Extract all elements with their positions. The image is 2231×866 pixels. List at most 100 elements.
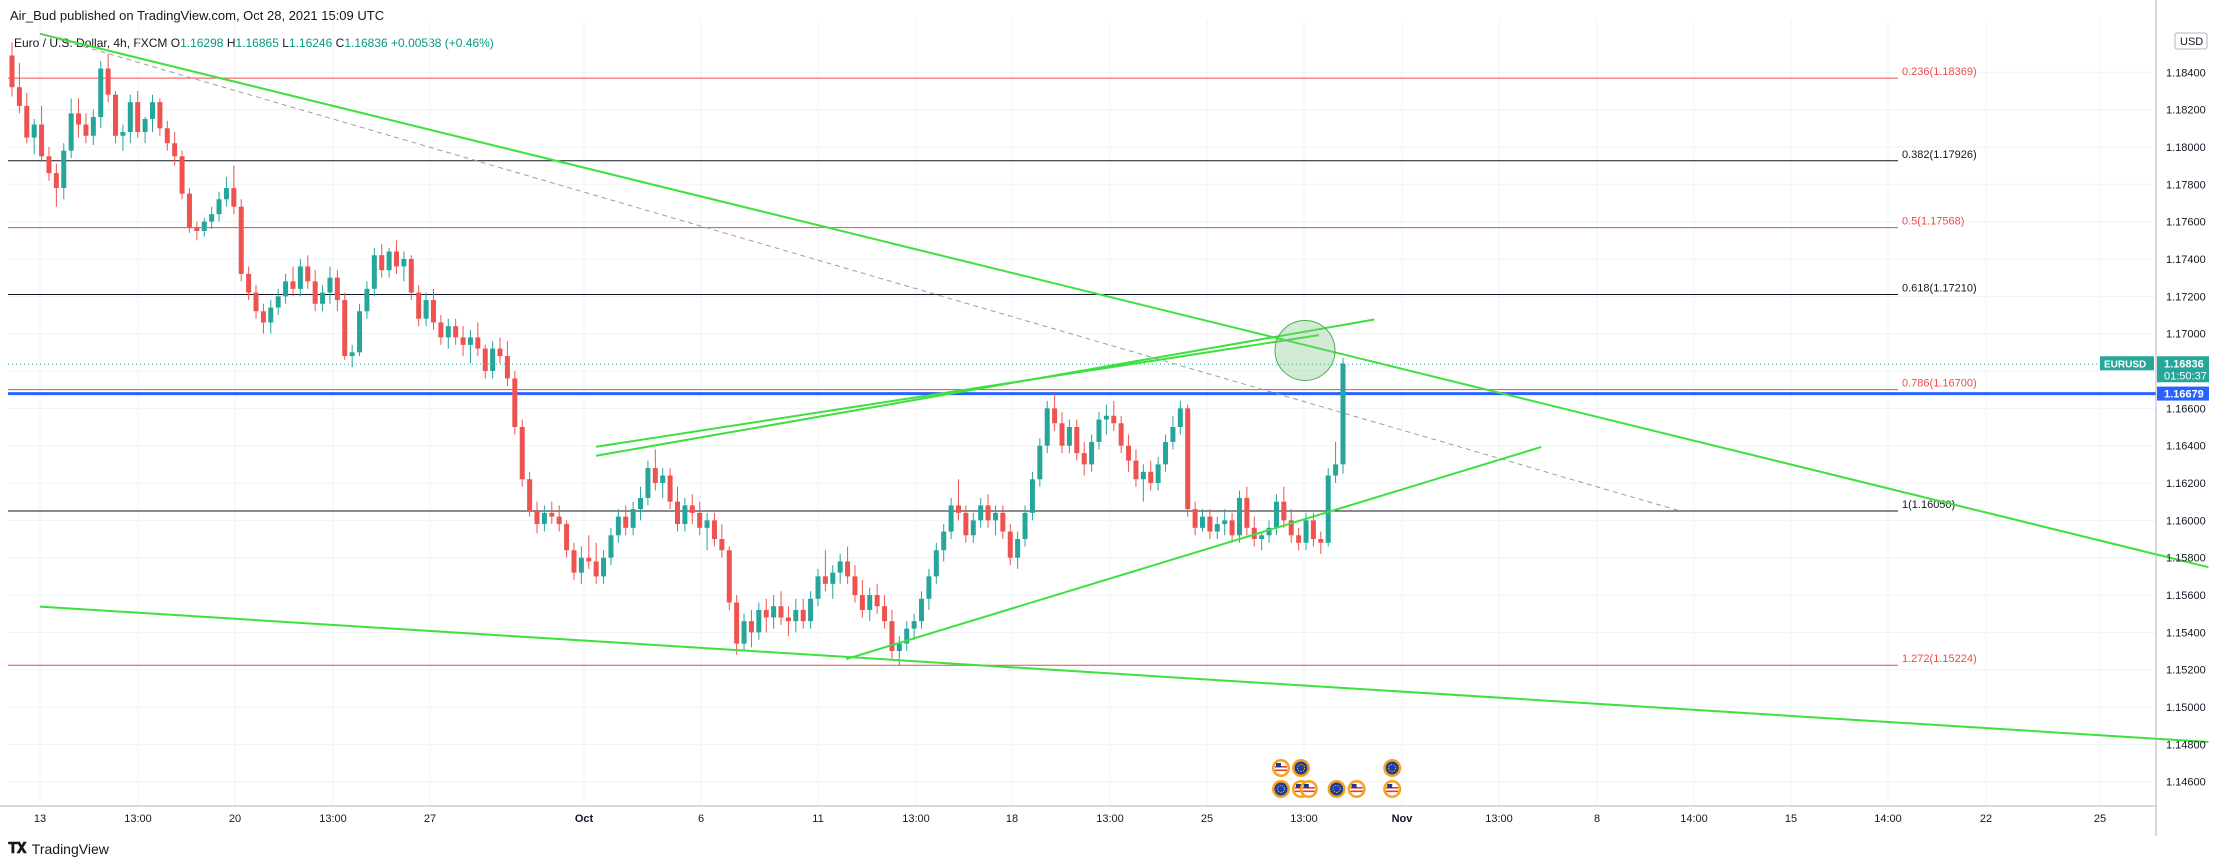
candle-body <box>541 512 547 525</box>
y-tick-label: 1.16600 <box>2166 403 2206 415</box>
candle-body <box>1281 501 1287 521</box>
x-tick-label: 15 <box>1785 813 1797 825</box>
candle-body <box>98 68 104 118</box>
y-tick-label: 1.14800 <box>2166 739 2206 751</box>
x-tick-label: 27 <box>424 813 436 825</box>
flag-canton <box>1387 784 1393 788</box>
candle-body <box>401 258 407 267</box>
candle-body <box>601 557 607 577</box>
candle-body <box>179 156 185 194</box>
candle-body <box>1318 539 1324 543</box>
tradingview-logo-icon: 𝐓𝐗 <box>8 840 27 857</box>
y-tick-label: 1.17800 <box>2166 179 2206 191</box>
dashed-trend <box>39 33 1681 512</box>
fib-label-0.382: 0.382(1.17926) <box>1902 149 1977 161</box>
candle-body <box>1325 475 1331 543</box>
candle-body <box>578 557 584 573</box>
candle-body <box>342 300 348 357</box>
candle-body <box>963 512 969 536</box>
candle-body <box>349 352 355 357</box>
candle-body <box>586 557 592 562</box>
rising-support <box>845 446 1542 661</box>
candle-body <box>90 117 96 136</box>
candle-body <box>904 628 910 644</box>
candle-body <box>1288 520 1294 536</box>
candle-body <box>135 102 141 133</box>
candle-body <box>334 277 340 301</box>
x-tick-label: 11 <box>812 813 823 825</box>
candle-body <box>445 326 451 338</box>
fib-label-1: 1(1.16050) <box>1902 499 1955 511</box>
candle-body <box>771 606 777 618</box>
candle-body <box>1096 419 1102 442</box>
candle-body <box>1000 512 1006 532</box>
usd-flag-icon[interactable] <box>1383 780 1402 798</box>
eur-flag-icon[interactable] <box>1327 780 1346 798</box>
candle-body <box>490 348 496 371</box>
candle-body <box>1007 531 1013 558</box>
currency-label: USD <box>2180 36 2203 48</box>
candle-body <box>1177 408 1183 428</box>
usd-flag-icon[interactable] <box>1272 759 1290 777</box>
usd-flag-icon[interactable] <box>1347 780 1366 798</box>
flag-canton <box>1296 784 1301 788</box>
candle-body <box>394 251 400 267</box>
candle-body <box>763 609 769 618</box>
last-price-value: 1.16836 <box>2164 358 2204 370</box>
candle-body <box>223 188 229 200</box>
candle-body <box>1163 441 1169 465</box>
candle-body <box>1273 501 1279 528</box>
candle-body <box>76 113 82 125</box>
candle-body <box>882 606 888 622</box>
y-tick-label: 1.17600 <box>2166 217 2206 229</box>
candle-body <box>467 337 473 345</box>
candle-body <box>652 468 658 484</box>
candle-body <box>1133 460 1139 480</box>
candle-body <box>867 595 873 610</box>
candle-body <box>549 512 555 517</box>
candle-body <box>1103 415 1109 420</box>
symbol-name: Euro / U.S. Dollar, 4h, FXCM <box>14 36 168 50</box>
candle-body <box>16 87 22 106</box>
x-tick-label: 13:00 <box>124 813 152 825</box>
candle-body <box>830 572 836 584</box>
candle-body <box>408 258 414 293</box>
candle-body <box>1303 520 1309 543</box>
candle-body <box>845 561 851 577</box>
fib-label-0.618: 0.618(1.17210) <box>1902 282 1977 294</box>
candle-body <box>497 348 503 357</box>
candle-body <box>519 427 525 480</box>
candle-body <box>260 311 266 323</box>
candle-body <box>371 255 377 289</box>
candle-body <box>1044 408 1050 446</box>
y-tick-label: 1.18400 <box>2166 67 2206 79</box>
descending-trend <box>39 32 2209 569</box>
candle-body <box>941 531 947 551</box>
candle-body <box>1310 520 1316 540</box>
candle-body <box>127 102 133 133</box>
candle-body <box>697 512 703 528</box>
candle-body <box>1214 524 1220 532</box>
flag-stars <box>1388 764 1397 772</box>
candle-body <box>793 609 799 622</box>
candle-body <box>808 598 814 622</box>
candle-body <box>9 55 15 88</box>
candle-body <box>985 505 991 521</box>
candle-body <box>1089 441 1095 465</box>
symbol-tag-label: EURUSD <box>2104 359 2146 370</box>
eur-flag-icon[interactable] <box>1292 759 1310 777</box>
candle-body <box>1022 512 1028 540</box>
candle-body <box>438 322 444 338</box>
y-tick-label: 1.17200 <box>2166 291 2206 303</box>
candle-body <box>1185 408 1191 510</box>
y-tick-label: 1.15400 <box>2166 627 2206 639</box>
candle-body <box>800 609 806 622</box>
candle-body <box>1340 363 1346 465</box>
eur-flag-icon[interactable] <box>1272 780 1290 798</box>
eur-flag-icon[interactable] <box>1383 759 1402 777</box>
usd-flag-icon[interactable] <box>1299 780 1318 798</box>
fib-levels: 0.236(1.18369) 0.382(1.17926) 0.5(1.17568)… <box>8 66 1977 666</box>
candle-body <box>564 524 570 551</box>
event-flags[interactable] <box>1272 759 1402 798</box>
